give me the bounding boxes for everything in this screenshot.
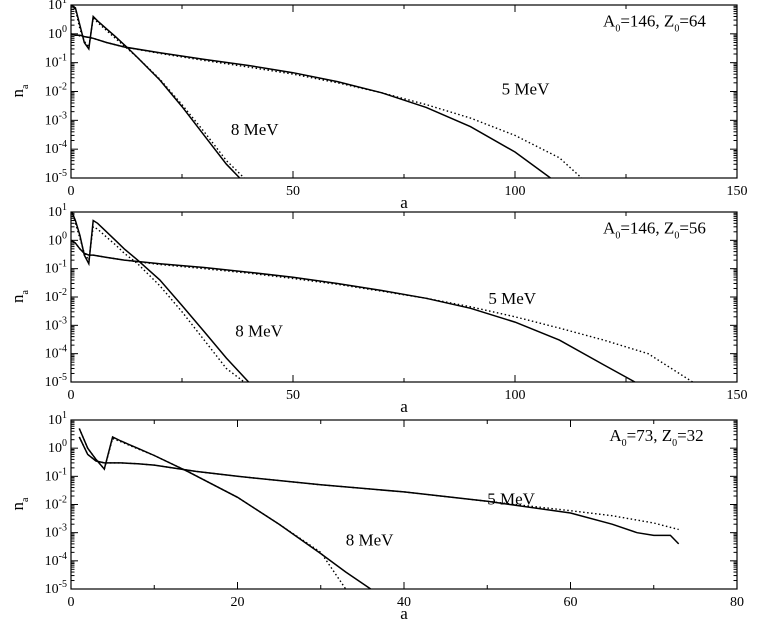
x-tick-label: 0	[68, 388, 75, 403]
x-tick-label: 60	[564, 595, 578, 610]
x-tick-label: 150	[727, 388, 748, 403]
x-tick-label: 100	[505, 388, 526, 403]
x-tick-label: 150	[727, 184, 748, 199]
y-tick-label: 10-4	[45, 139, 67, 157]
x-tick-label: 50	[286, 388, 300, 403]
y-tick-label: 10-5	[45, 579, 67, 597]
x-tick-label: 0	[68, 595, 75, 610]
y-tick-label: 10-5	[45, 372, 67, 390]
y-tick-label: 10-1	[45, 53, 67, 71]
8-mev-line	[78, 428, 372, 589]
series-1-dotted-line	[71, 239, 693, 382]
y-tick-label: 101	[48, 410, 67, 428]
x-tick-label: 100	[505, 184, 526, 199]
y-tick-label: 10-4	[45, 344, 67, 362]
y-axis-label: na	[8, 84, 31, 98]
plot-frame	[70, 211, 738, 383]
series-label: 5 MeV	[488, 289, 536, 308]
y-tick-label: 10-1	[45, 466, 67, 484]
y-tick-label: 10-2	[45, 82, 67, 100]
series-3-dotted-line	[71, 212, 245, 382]
x-tick-label: 80	[730, 595, 744, 610]
x-tick-label: 0	[68, 184, 75, 199]
series-group	[71, 212, 693, 382]
x-tick-label: 20	[231, 595, 245, 610]
chart-panel-1: 0 50 100 150 101 100 10-1 10-2 10-3 10-4 10-5 a na A0…	[8, 0, 748, 212]
chart-panel-3: 0 20 40 60 80 101 100 10-1 10-2 10-3 10-4 10-5 a na A0…	[8, 410, 744, 623]
5-mev-line	[78, 436, 680, 545]
panel-annotation: A0=146, Z0=56	[603, 218, 706, 241]
chart-panel-2: 0 50 100 150 101 100 10-1 10-2 10-3 10-4 10-5 a na A0…	[8, 202, 748, 416]
5-mev-line	[71, 33, 551, 178]
y-tick-label: 10-5	[45, 168, 67, 186]
y-tick-label: 10-3	[45, 523, 67, 541]
y-axis-label: na	[8, 290, 31, 304]
panel-annotation: A0=73, Z0=32	[609, 426, 703, 449]
series-group	[71, 5, 583, 178]
y-tick-label: 100	[48, 24, 67, 42]
y-tick-label: 10-3	[45, 315, 67, 333]
series-label: 8 MeV	[235, 322, 283, 341]
x-tick-label: 50	[286, 184, 300, 199]
series-label: 5 MeV	[502, 79, 550, 98]
y-axis-label: na	[8, 497, 31, 511]
y-tick-label: 10-1	[45, 259, 67, 277]
x-axis-label: a	[400, 193, 408, 212]
plot-frame	[70, 419, 738, 590]
x-axis-label: a	[400, 397, 408, 416]
5-mev-line	[71, 239, 636, 382]
series-3-dotted-line	[78, 428, 347, 589]
series-label: 8 MeV	[231, 120, 279, 139]
8-mev-line	[71, 212, 250, 382]
panel-annotation: A0=146, Z0=64	[603, 12, 706, 35]
series-1-dotted-line	[71, 33, 583, 178]
series-label: 5 MeV	[487, 490, 535, 509]
y-tick-label: 100	[48, 438, 67, 456]
y-tick-label: 10-2	[45, 495, 67, 513]
y-tick-label: 100	[48, 230, 67, 248]
8-mev-line	[71, 5, 241, 178]
y-tick-label: 10-2	[45, 287, 67, 305]
y-tick-label: 10-4	[45, 551, 67, 569]
plot-frame	[70, 4, 738, 179]
x-tick-label: 40	[397, 595, 411, 610]
y-tick-label: 101	[48, 202, 67, 220]
series-group	[78, 428, 680, 589]
y-tick-label: 101	[48, 0, 67, 13]
x-axis-label: a	[400, 604, 408, 623]
series-3-dotted-line	[71, 5, 245, 178]
y-tick-label: 10-3	[45, 110, 67, 128]
series-label: 8 MeV	[346, 530, 394, 549]
series-1-dotted-line	[78, 436, 679, 531]
